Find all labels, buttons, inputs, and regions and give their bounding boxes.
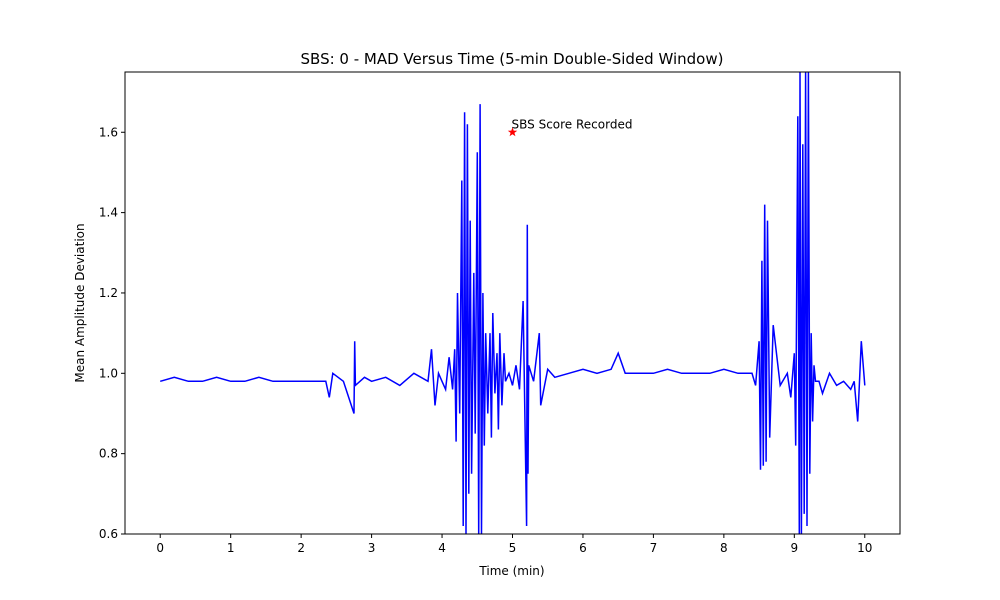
series-line-0 [159, 72, 866, 534]
x-tick-label: 10 [857, 541, 872, 555]
x-axis-title: Time (min) [478, 564, 544, 578]
plot-layer: SBS Score Recorded 0 1 2 3 4 5 6 7 8 9 10 0.6 0.8 1.0 1… [99, 71, 901, 555]
y-tick-label: 0.6 [99, 527, 118, 541]
x-tick-label: 4 [438, 541, 446, 555]
chart-title: SBS: 0 - MAD Versus Time (5-min Double-S… [301, 50, 724, 68]
x-tick-label: 0 [156, 541, 164, 555]
y-tick-label: 0.8 [99, 447, 118, 461]
y-tick-label: 1.2 [99, 286, 118, 300]
x-tick-label: 9 [790, 541, 798, 555]
x-tick-label: 1 [227, 541, 235, 555]
y-tick-label: 1.6 [99, 125, 118, 139]
y-tick-label: 1.4 [99, 206, 118, 220]
x-tick-label: 6 [579, 541, 587, 555]
y-tick-label: 1.0 [99, 366, 118, 380]
x-tick-label: 3 [368, 541, 376, 555]
y-axis-title: Mean Amplitude Deviation [73, 223, 87, 382]
x-tick-label: 5 [509, 541, 517, 555]
plot-frame [124, 71, 901, 535]
x-tick-label: 8 [720, 541, 728, 555]
annotation-label: SBS Score Recorded [512, 117, 633, 131]
x-tick-label: 2 [297, 541, 305, 555]
x-tick-label: 7 [650, 541, 658, 555]
annotation-star-marker [507, 127, 518, 137]
